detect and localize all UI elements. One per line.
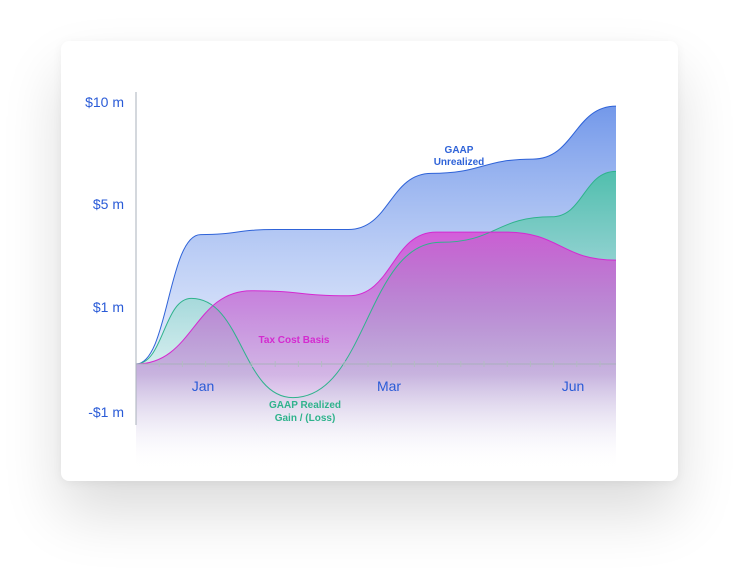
series-label-tax: Tax Cost Basis — [259, 335, 330, 346]
series-label-unrealized: GAAP — [445, 145, 474, 156]
x-tick-label: Jun — [562, 378, 585, 394]
series-label-realized: Gain / (Loss) — [275, 413, 336, 424]
y-tick-label: $5 m — [93, 196, 124, 212]
series-line-tax — [135, 231, 617, 365]
x-tick-label: Mar — [377, 378, 401, 394]
y-tick-label: $10 m — [85, 94, 124, 110]
x-tick-label: Jan — [192, 378, 215, 394]
y-tick-label: $1 m — [93, 299, 124, 315]
series-area-tax — [136, 232, 616, 470]
series-label-realized: GAAP Realized — [269, 400, 341, 411]
y-tick-label: -$1 m — [88, 404, 124, 420]
series-line-realized — [135, 170, 617, 399]
series-line-unrealized — [135, 105, 617, 365]
series-label-unrealized: Unrealized — [434, 157, 485, 168]
